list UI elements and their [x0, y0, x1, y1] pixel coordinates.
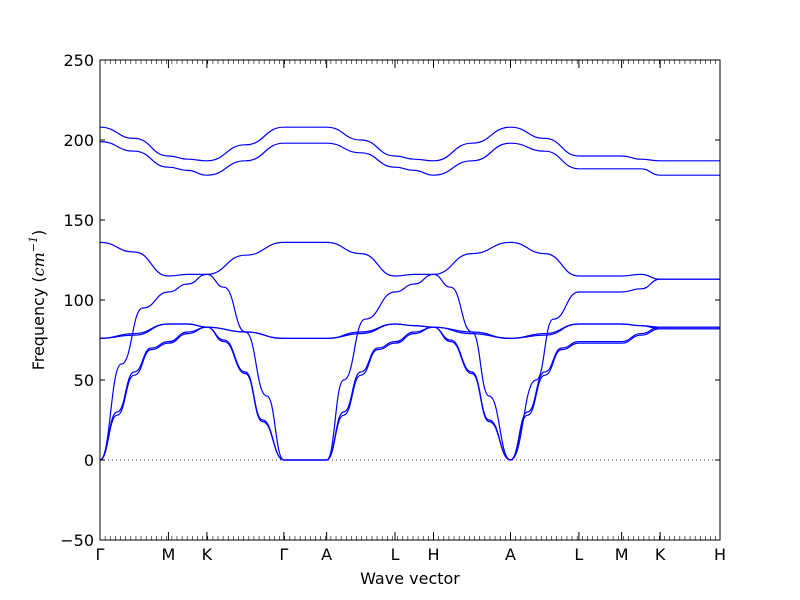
x-tick-label: Γ	[279, 545, 288, 564]
series-line-1	[99, 126, 720, 162]
series-line-6	[99, 323, 720, 340]
y-tick-label: 150	[63, 211, 94, 230]
y-axis-label-paren: (	[29, 276, 48, 282]
plot-area-frame	[99, 59, 721, 541]
series-line-3	[99, 241, 720, 280]
x-tick-label: H	[428, 545, 440, 564]
x-tick-label: M	[615, 545, 629, 564]
y-tick-label: −50	[60, 531, 94, 550]
x-minor-ticks	[99, 60, 717, 540]
y-tick-label: 0	[84, 451, 94, 470]
y-tick-label: 200	[63, 131, 94, 150]
x-tick-label: L	[574, 545, 583, 564]
x-tick-label: M	[162, 545, 176, 564]
y-axis-label-paren-close: )	[29, 230, 48, 236]
x-tick-label: A	[321, 545, 332, 564]
y-axis-label-unit: cm	[29, 252, 48, 276]
y-tick-label: 50	[74, 371, 94, 390]
x-axis-label: Wave vector	[360, 569, 460, 588]
x-tick-label: L	[391, 545, 400, 564]
x-tick-label: Γ	[96, 545, 105, 564]
series-line-2	[99, 141, 720, 176]
y-axis-label-unit-exp: −1	[27, 236, 40, 252]
y-tick-label: 250	[63, 51, 94, 70]
y-axis-label-text: Frequency	[29, 283, 48, 371]
x-tick-label: H	[714, 545, 726, 564]
series-line-4	[99, 273, 720, 461]
series-line-7	[99, 326, 720, 461]
x-tick-label: K	[202, 545, 213, 564]
y-axis-label: Frequency (cm−1)	[27, 230, 48, 371]
x-tick-label: A	[505, 545, 516, 564]
dispersion-curves	[99, 126, 721, 461]
y-tick-label: 100	[63, 291, 94, 310]
series-line-8	[99, 326, 721, 461]
y-axis-ticks: −50 0 50 100 150 200 250	[60, 51, 720, 550]
x-tick-label: K	[655, 545, 666, 564]
